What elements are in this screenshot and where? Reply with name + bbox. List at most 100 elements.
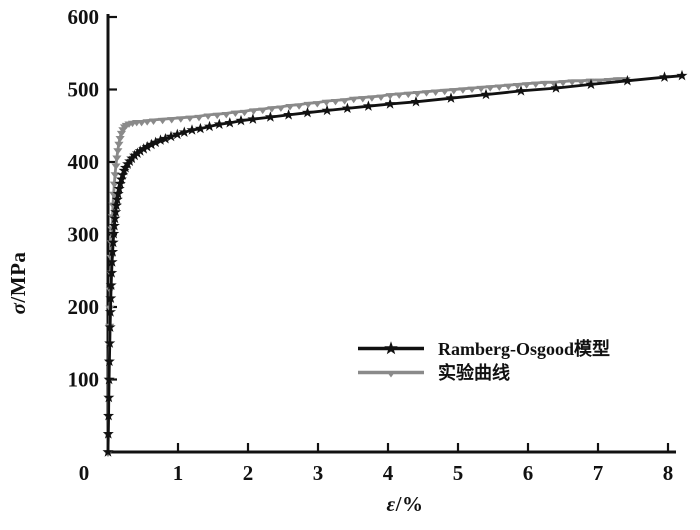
star-marker	[106, 256, 118, 267]
triangle-down-marker	[239, 109, 250, 117]
triangle-down-marker	[249, 108, 259, 115]
triangle-down-marker	[276, 105, 286, 112]
triangle-down-marker	[111, 163, 121, 170]
star-marker	[150, 136, 162, 148]
legend: Ramberg-Osgood模型 实验曲线	[358, 336, 610, 384]
triangle-down-marker	[176, 116, 186, 123]
triangle-down-marker	[367, 95, 377, 102]
star-marker	[109, 212, 121, 224]
star-marker	[302, 106, 313, 118]
triangle-down-marker	[403, 91, 413, 99]
star-marker	[194, 122, 206, 134]
star-marker	[235, 114, 247, 126]
x-tick-label: 1	[173, 461, 184, 485]
star-marker	[480, 88, 492, 100]
star-marker	[104, 321, 116, 332]
triangle-down-marker	[112, 155, 122, 162]
x-tick-label: 2	[243, 461, 254, 485]
experiment-line-swatch	[358, 370, 424, 378]
triangle-down-marker	[114, 141, 124, 149]
triangle-down-marker	[549, 80, 559, 88]
triangle-down-marker	[158, 117, 168, 125]
star-marker	[103, 373, 115, 385]
triangle-down-marker	[349, 96, 359, 104]
star-marker	[213, 118, 225, 129]
star-marker	[247, 113, 259, 124]
triangle-down-marker	[113, 148, 123, 155]
triangle-down-marker	[376, 94, 386, 102]
triangle-down-marker	[467, 86, 477, 94]
star-marker	[165, 130, 177, 142]
star-marker	[134, 145, 146, 156]
triangle-down-marker	[567, 79, 577, 86]
triangle-down-marker	[340, 98, 350, 105]
triangle-down-marker	[412, 91, 422, 98]
triangle-down-marker	[312, 101, 322, 108]
y-tick-label: 300	[68, 223, 100, 247]
star-marker	[102, 446, 114, 457]
star-marker	[362, 100, 374, 111]
x-tick-label: 3	[313, 461, 324, 485]
legend-label-model: Ramberg-Osgood模型	[438, 339, 610, 359]
star-marker	[138, 143, 150, 154]
star-marker	[159, 133, 171, 144]
star-marker	[264, 111, 276, 122]
star-marker	[384, 341, 398, 355]
star-marker	[105, 292, 117, 303]
star-marker	[108, 228, 120, 239]
star-marker	[131, 147, 143, 158]
triangle-down-marker	[540, 80, 550, 88]
triangle-down-marker	[440, 88, 450, 96]
star-marker	[102, 428, 114, 439]
star-marker	[108, 220, 120, 231]
star-marker	[384, 98, 396, 109]
legend-item-model: Ramberg-Osgood模型	[358, 336, 610, 360]
x-tick-label: 7	[593, 461, 604, 485]
x-tick-label: 5	[453, 461, 464, 485]
triangle-down-marker	[494, 84, 504, 91]
x-tick-label: 4	[383, 461, 394, 485]
triangle-down-marker	[558, 80, 568, 87]
star-marker	[105, 279, 117, 290]
star-marker	[659, 71, 670, 82]
star-marker	[155, 134, 166, 145]
sigma-symbol: σ	[6, 302, 30, 315]
series-markers	[102, 69, 688, 457]
triangle-down-marker	[294, 103, 304, 110]
triangle-down-marker	[449, 88, 459, 95]
triangle-down-marker	[531, 81, 541, 88]
star-marker	[515, 85, 527, 96]
triangle-down-marker	[603, 77, 614, 85]
legend-label-experiment: 实验曲线	[438, 363, 510, 383]
star-marker	[104, 306, 116, 317]
star-marker	[103, 391, 115, 403]
triangle-down-marker	[576, 79, 586, 86]
star-marker	[445, 92, 457, 103]
star-marker	[171, 128, 183, 140]
star-marker	[103, 409, 115, 421]
triangle-down-marker	[137, 120, 147, 127]
triangle-down-marker	[458, 87, 468, 94]
origin-tick-label: 0	[79, 461, 90, 485]
triangle-down-marker	[330, 98, 341, 106]
star-marker	[112, 188, 124, 199]
y-axis-ticks: 100 200 300 400 500 600	[68, 5, 117, 392]
triangle-down-marker	[142, 119, 152, 126]
triangle-down-marker	[167, 117, 177, 124]
star-marker	[204, 120, 215, 132]
triangle-down-marker	[148, 118, 159, 125]
x-axis-title: ε/%	[340, 492, 470, 517]
epsilon-symbol: ε	[386, 492, 396, 516]
star-marker	[676, 69, 688, 81]
model-line-swatch	[358, 341, 424, 355]
star-marker	[224, 117, 236, 128]
triangle-down-marker	[230, 110, 240, 117]
star-marker	[111, 199, 122, 211]
star-marker	[110, 206, 122, 217]
star-marker	[341, 102, 353, 113]
star-marker	[129, 149, 141, 161]
star-marker	[106, 267, 118, 278]
triangle-down-marker	[421, 90, 432, 97]
star-marker	[283, 109, 295, 120]
